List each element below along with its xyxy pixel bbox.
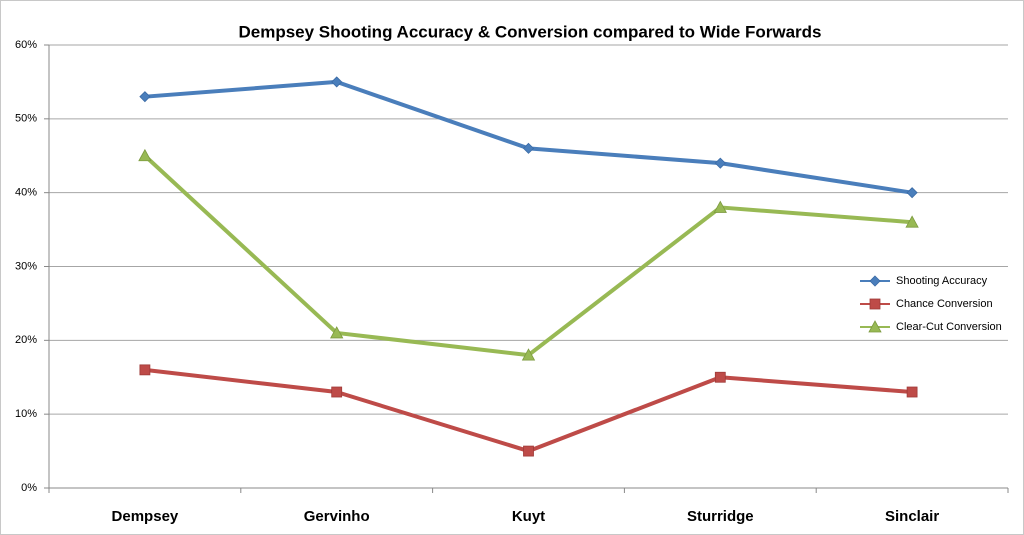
x-tick-label: Gervinho — [304, 508, 370, 525]
marker — [331, 386, 343, 398]
marker — [523, 445, 534, 457]
marker — [521, 348, 536, 361]
marker — [714, 157, 726, 169]
x-tick-label: Dempsey — [112, 508, 179, 525]
marker — [331, 76, 343, 88]
marker — [139, 364, 151, 376]
marker — [139, 91, 151, 103]
y-tick-label: 60% — [15, 39, 37, 51]
marker — [138, 148, 152, 162]
marker — [868, 320, 882, 333]
y-tick-label: 30% — [15, 260, 37, 272]
y-tick-label: 0% — [21, 482, 37, 494]
chart-title: Dempsey Shooting Accuracy & Conversion c… — [238, 22, 821, 41]
x-tick-label: Kuyt — [512, 508, 545, 525]
y-tick-label: 20% — [15, 334, 37, 346]
marker — [714, 371, 726, 383]
y-tick-label: 50% — [15, 113, 37, 125]
legend-label: Shooting Accuracy — [896, 275, 988, 287]
legend-label: Chance Conversion — [896, 298, 993, 310]
marker — [869, 275, 881, 287]
y-tick-label: 10% — [15, 408, 37, 420]
marker — [906, 386, 918, 398]
marker — [713, 200, 727, 213]
marker — [522, 142, 535, 154]
y-tick-label: 40% — [15, 187, 37, 199]
marker — [906, 187, 918, 199]
legend-label: Clear-Cut Conversion — [896, 321, 1002, 333]
x-tick-label: Sinclair — [885, 508, 939, 525]
marker — [905, 215, 919, 228]
marker — [330, 326, 344, 339]
marker — [869, 298, 881, 310]
x-tick-label: Sturridge — [687, 508, 754, 525]
